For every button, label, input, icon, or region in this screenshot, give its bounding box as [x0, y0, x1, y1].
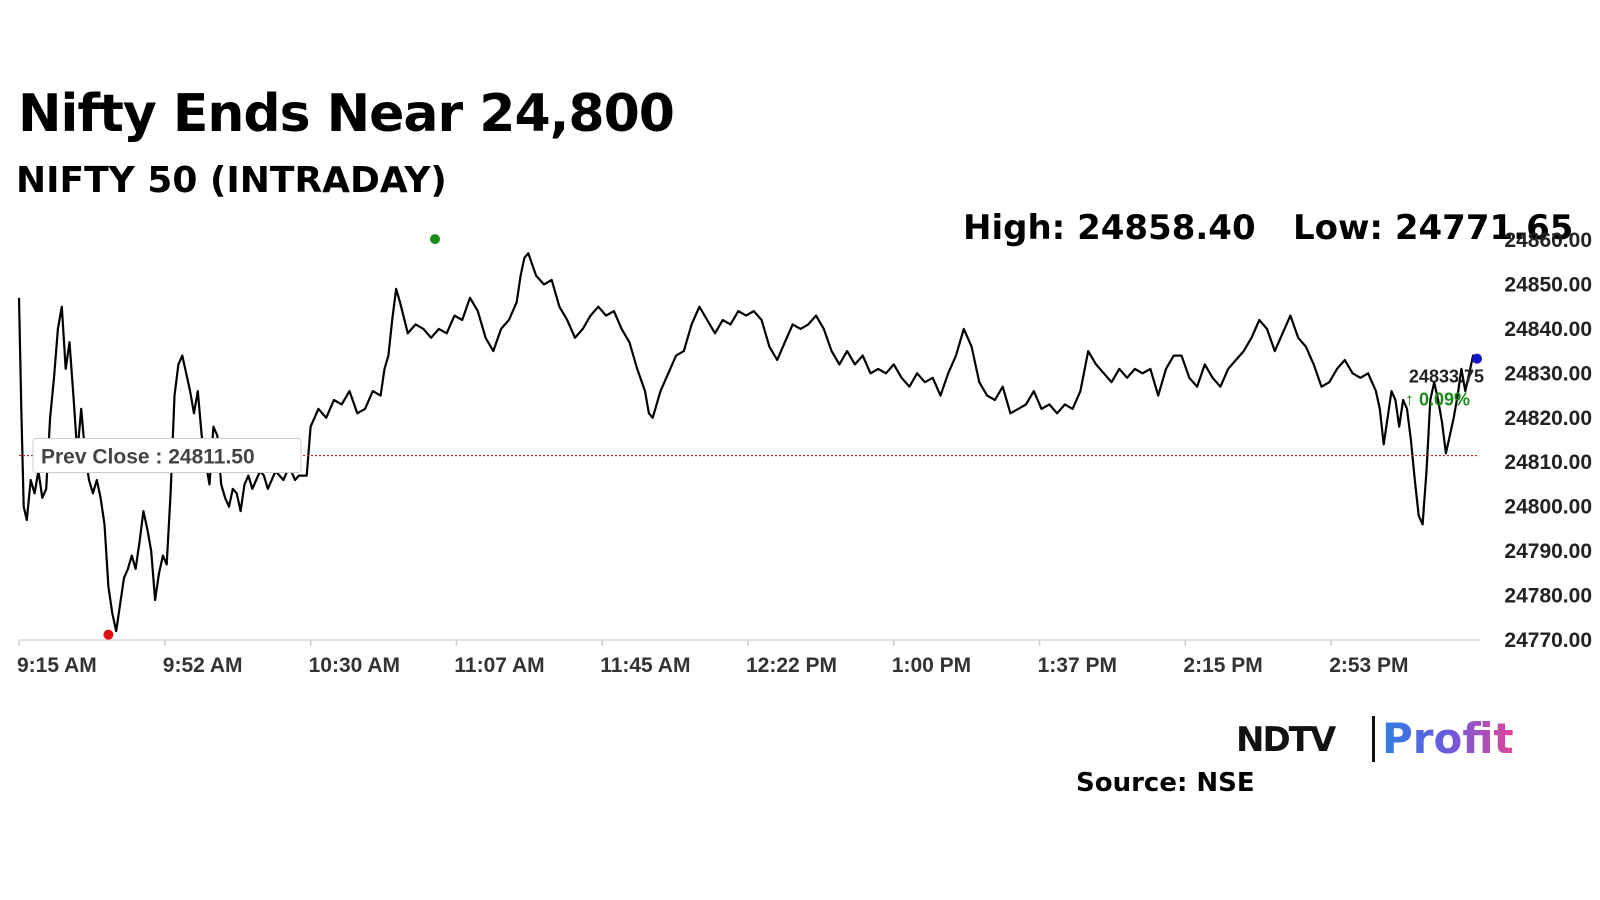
chart-subtitle: NIFTY 50 (INTRADAY) — [16, 160, 447, 201]
x-tick-label: 2:15 PM — [1183, 654, 1262, 677]
y-tick-label: 24790.00 — [1504, 540, 1592, 563]
price-series-line — [17, 252, 1478, 633]
last-price-label: 24833.75 — [1409, 367, 1484, 387]
x-tick-label: 1:37 PM — [1038, 654, 1117, 677]
y-tick-label: 24800.00 — [1504, 496, 1592, 519]
x-tick-label: 1:00 PM — [892, 654, 971, 677]
y-tick-label: 24820.00 — [1504, 407, 1592, 430]
prev-close-label-bg — [32, 438, 302, 474]
logo-profit-wordmark: Profit — [1382, 714, 1514, 763]
y-tick-label: 24780.00 — [1504, 585, 1592, 608]
x-tick-label: 11:45 AM — [600, 654, 690, 677]
x-tick-label: 2:53 PM — [1329, 654, 1408, 677]
y-axis: 24860.00 24850.00 24840.00 24830.00 24820.00… — [1504, 229, 1592, 652]
change-percent-label: ↑ 0.09% — [1405, 390, 1470, 410]
y-tick-label: 24830.00 — [1504, 362, 1592, 385]
x-tick-label: 9:52 AM — [163, 654, 243, 677]
y-tick-label: 24770.00 — [1504, 629, 1592, 652]
y-tick-label: 24810.00 — [1504, 451, 1592, 474]
logo-ndtv-wordmark: NDTV — [1236, 720, 1336, 760]
x-tick-label: 10:30 AM — [309, 654, 400, 677]
prev-close-label: Prev Close : 24811.50 — [41, 446, 255, 469]
y-tick-label: 24860.00 — [1504, 229, 1592, 252]
day-high-marker — [430, 234, 441, 245]
x-tick-label: 12:22 PM — [746, 654, 837, 677]
day-low-label: Low: 24771.65 — [1293, 208, 1574, 248]
y-tick-label: 24850.00 — [1504, 273, 1592, 296]
x-tick-label: 9:15 AM — [17, 654, 97, 677]
page-title: Nifty Ends Near 24,800 — [18, 84, 675, 144]
logo-divider — [1372, 716, 1375, 762]
day-low-marker — [103, 629, 114, 640]
x-axis: 9:15 AM 9:52 AM 10:30 AM 11:07 AM 11:45 AM 12… — [17, 639, 1480, 677]
source-note: Source: NSE — [1076, 768, 1255, 798]
prev-close-group: Prev Close : 24811.50 — [19, 438, 1477, 474]
x-tick-label: 11:07 AM — [454, 654, 544, 677]
day-high-label: High: 24858.40 — [963, 208, 1256, 248]
last-price-marker — [1472, 353, 1482, 364]
y-tick-label: 24840.00 — [1504, 318, 1592, 341]
